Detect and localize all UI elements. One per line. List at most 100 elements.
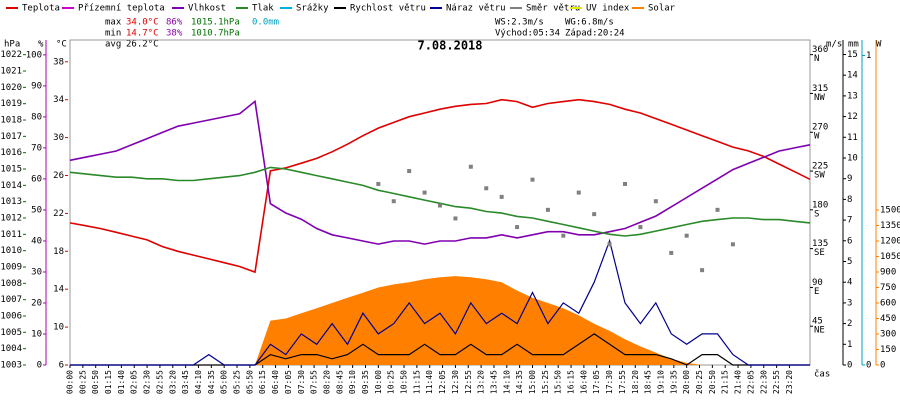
y-tick-label: 0 (37, 361, 42, 371)
x-tick-label: 09:35 (361, 370, 370, 394)
wind-speed-stat: WS:2.3m/s (495, 18, 544, 28)
y-tick-label: 15 (847, 50, 858, 60)
x-tick-label: 07:30 (297, 370, 306, 394)
wind-direction-point (453, 216, 458, 221)
x-tick-label: 12:30 (451, 370, 460, 394)
x-tick-label: 00:50 (91, 370, 100, 394)
axis-title: °C (56, 40, 67, 50)
stat-min-temp: 14.7°C (126, 29, 159, 39)
y-tick-label: 1008 (0, 279, 22, 289)
y-tick-label: 1350 (880, 221, 900, 231)
wind-direction-point (607, 242, 612, 247)
wind-direction-point (700, 268, 705, 273)
y-tick-label: 135 (812, 239, 828, 249)
y-tick-label: 450 (880, 314, 896, 324)
y-tick-label: 900 (880, 267, 896, 277)
y-tick-label: 1020 (0, 83, 22, 93)
y-tick-label: 12 (847, 112, 858, 122)
legend-label: Teplota (22, 4, 60, 14)
x-tick-label: 21:40 (734, 370, 743, 394)
axis-title: m/s (826, 40, 842, 50)
x-tick-label: 03:45 (181, 370, 190, 394)
x-tick-label: 20:00 (682, 370, 691, 394)
wind-direction-point (515, 225, 520, 230)
wind-direction-point (638, 225, 643, 230)
y-tick-label: 1009 (0, 263, 22, 273)
y-tick-label: 22 (53, 209, 64, 219)
y-tick-label: 20 (31, 298, 42, 308)
y-tick-label: 0 (847, 361, 852, 371)
y-tick-label: 1012 (0, 214, 22, 224)
series-line (69, 98, 811, 274)
axis-title: % (38, 40, 44, 50)
axis-title: mm (848, 40, 859, 50)
y-tick-label: 0 (880, 361, 885, 371)
y-tick-label: 9 (847, 174, 852, 184)
y-tick-label: 26 (53, 171, 64, 181)
y-tick-label: 225 (812, 162, 828, 172)
x-tick-label: 01:15 (104, 370, 113, 394)
x-tick-label: 20:50 (708, 370, 717, 394)
y-tick-label: 300 (880, 329, 896, 339)
y-tick-label: 7 (847, 216, 852, 226)
y-tick-label: 750 (880, 283, 896, 293)
y-tick-label: 40 (31, 236, 42, 246)
series-line (69, 99, 811, 245)
stat-min-humidity: 38% (166, 29, 183, 39)
wind-direction-point (623, 181, 627, 186)
y-tick-label: 1018 (0, 116, 22, 126)
y-tick-label: 11 (847, 133, 858, 143)
x-tick-label: 06:40 (271, 370, 280, 394)
compass-label: NE (814, 326, 825, 336)
y-tick-label: 180 (812, 200, 828, 210)
x-tick-label: 14:10 (502, 370, 511, 394)
x-tick-label: 20:25 (695, 370, 704, 394)
series-line (69, 166, 811, 237)
chart-title: 7.08.2018 (417, 39, 482, 53)
legend-label: UV index (586, 4, 630, 14)
y-tick-label: 80 (31, 112, 42, 122)
y-tick-label: 90 (31, 81, 42, 91)
y-tick-label: 1017 (0, 132, 22, 142)
wind-direction-point (438, 203, 442, 208)
wind-direction-point (530, 177, 535, 182)
wind-direction-point (576, 190, 581, 195)
y-tick-label: 30 (53, 133, 64, 143)
compass-label: E (814, 287, 819, 297)
wind-direction-point (684, 233, 689, 238)
y-tick-label: 1015 (0, 165, 22, 175)
y-tick-label: 5 (847, 257, 852, 267)
stat-min-pressure: 1010.7hPa (191, 29, 240, 39)
legend-label: Směr větru (526, 4, 580, 14)
y-tick-label: 1 (847, 340, 852, 350)
legend-label: Tlak (252, 4, 274, 14)
x-tick-label: 02:30 (143, 370, 152, 394)
y-tick-label: 315 (812, 84, 828, 94)
x-tick-label: 12:05 (438, 370, 447, 394)
compass-label: SE (814, 248, 825, 258)
wind-gust-stat: WG:6.8m/s (565, 18, 614, 28)
stat-avg-label: avg (105, 40, 121, 50)
y-tick-label: 1010 (0, 246, 22, 256)
y-tick-label: 6 (59, 361, 64, 371)
x-tick-label: 19:10 (656, 370, 665, 394)
x-tick-label: 16:15 (567, 370, 576, 394)
wind-direction-point (730, 242, 735, 247)
y-tick-label: 1007 (0, 295, 22, 305)
legend-label: Rychlost větru (350, 4, 426, 14)
stat-max-rain: 0.0mm (252, 18, 279, 28)
y-tick-label: 1 (866, 51, 871, 61)
stat-max-temp: 34.0°C (126, 18, 159, 28)
x-tick-label: 12:55 (464, 370, 473, 394)
x-tick-label: 16:40 (579, 370, 588, 394)
x-tick-label: 10:50 (400, 370, 409, 394)
y-tick-label: 1003 (0, 361, 22, 371)
x-tick-label: 10:25 (387, 370, 396, 394)
x-tick-label: 04:35 (207, 370, 216, 394)
y-tick-label: 50 (31, 205, 42, 215)
wind-direction-point (653, 199, 658, 204)
x-tick-label: 03:20 (168, 370, 177, 394)
legend-label: Vlhkost (188, 4, 226, 14)
axis-title: hPa (4, 40, 20, 50)
x-tick-label: 15:25 (541, 370, 550, 394)
